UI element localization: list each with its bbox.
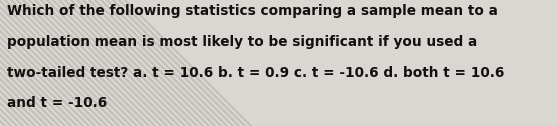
Text: Which of the following statistics comparing a sample mean to a: Which of the following statistics compar… bbox=[7, 4, 498, 18]
Text: two-tailed test? a. t = 10.6 b. t = 0.9 c. t = -10.6 d. both t = 10.6: two-tailed test? a. t = 10.6 b. t = 0.9 … bbox=[7, 66, 504, 80]
Text: and t = -10.6: and t = -10.6 bbox=[7, 96, 107, 110]
Text: population mean is most likely to be significant if you used a: population mean is most likely to be sig… bbox=[7, 35, 477, 49]
